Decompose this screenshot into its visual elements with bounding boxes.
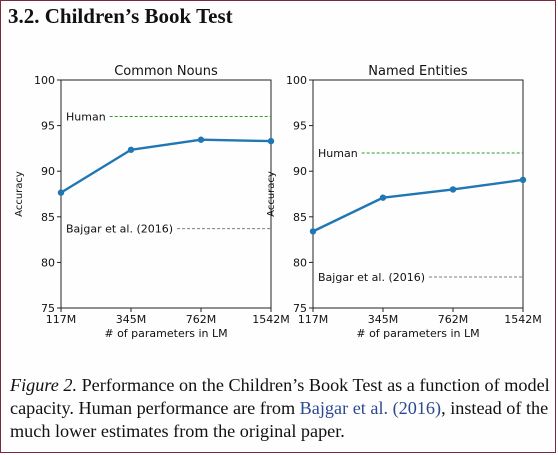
baseline-reference-label: Bajgar et al. (2016) (318, 271, 425, 284)
y-tick-label: 95 (41, 120, 55, 133)
figure-charts: Common Nouns 75 80 85 90 95 100 117M 345M 762M 154… (14, 64, 542, 340)
data-point (379, 194, 387, 201)
caption-text-after: , instead of the much lower estimates fr… (10, 398, 549, 441)
figure-caption: Figure 2. Performance on the Children’s … (10, 374, 555, 443)
y-tick-label: 75 (293, 302, 307, 315)
citation-author-link[interactable]: Bajgar et al. (299, 398, 389, 418)
x-axis-label: # of parameters in LM (356, 327, 479, 340)
section-heading: 3.2. Children’s Book Test (8, 4, 233, 28)
accuracy-series-line (60, 138, 272, 194)
y-tick-label: 95 (293, 120, 307, 133)
chart-title: Named Entities (368, 64, 468, 79)
y-tick-label: 85 (293, 211, 307, 224)
y-tick-label: 100 (34, 74, 55, 87)
x-axis-label: # of parameters in LM (104, 327, 227, 340)
y-tick-label: 75 (41, 302, 55, 315)
accuracy-series-line (312, 178, 524, 233)
x-tick-label: 345M (116, 313, 147, 326)
x-tick-label: 1542M (252, 313, 290, 326)
data-point (127, 146, 135, 153)
baseline-reference-label: Bajgar et al. (2016) (66, 223, 173, 236)
x-tick-label: 345M (368, 313, 399, 326)
chart-title: Common Nouns (114, 64, 218, 79)
citation-year-link[interactable]: (2016) (392, 398, 442, 418)
data-point (267, 137, 275, 145)
x-tick-label: 117M (298, 313, 329, 326)
data-point (309, 228, 317, 235)
data-point (449, 186, 457, 193)
y-axis-label: Accuracy (14, 171, 25, 217)
caption-text-before: Performance on the Children’s Book Test … (10, 375, 550, 418)
x-tick-label: 762M (186, 313, 217, 326)
y-tick-label: 90 (41, 165, 55, 178)
y-tick-label: 85 (41, 211, 55, 224)
data-point (519, 176, 527, 184)
x-tick-label: 762M (438, 313, 469, 326)
human-reference-label: Human (66, 110, 106, 123)
plot-area-frame (312, 79, 524, 309)
y-tick-label: 90 (293, 165, 307, 178)
data-point (197, 136, 205, 143)
data-point (57, 189, 65, 196)
x-tick-label: 117M (46, 313, 77, 326)
figure-label: Figure 2. (10, 375, 78, 395)
y-axis-label: Accuracy (266, 171, 277, 217)
x-tick-label: 1542M (504, 313, 542, 326)
y-tick-label: 80 (293, 256, 307, 269)
y-tick-label: 100 (286, 74, 307, 87)
human-reference-label: Human (318, 147, 358, 160)
y-tick-label: 80 (41, 256, 55, 269)
